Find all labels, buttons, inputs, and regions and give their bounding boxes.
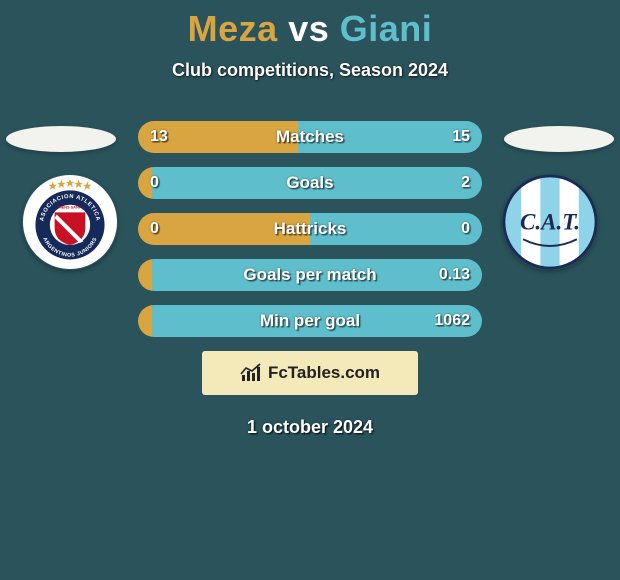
date-label: 1 october 2024 — [0, 417, 620, 438]
stat-row: 1315Matches — [138, 121, 482, 153]
page-title: Meza vs Giani — [0, 0, 620, 50]
chart-icon — [240, 363, 264, 383]
brand-box[interactable]: FcTables.com — [202, 351, 418, 395]
title-player-b: Giani — [340, 8, 433, 49]
brand-label: FcTables.com — [240, 363, 380, 383]
stat-bar-b — [310, 213, 482, 245]
stat-row: 1062Min per goal — [138, 305, 482, 337]
stat-bar-a — [138, 213, 310, 245]
stat-bar-a — [138, 121, 298, 153]
brand-text: FcTables.com — [268, 363, 380, 383]
stat-bar-b — [152, 167, 482, 199]
stat-bar-b — [298, 121, 482, 153]
svg-text:MENS SANA: MENS SANA — [59, 206, 82, 210]
title-player-a: Meza — [188, 8, 278, 49]
club-b-initials: C.A.T. — [520, 209, 580, 235]
stat-bar-b — [152, 259, 482, 291]
stat-bar-a — [138, 305, 152, 337]
stat-bar-a — [138, 167, 152, 199]
stat-bar-b — [152, 305, 482, 337]
club-b-logo: C.A.T. — [502, 174, 598, 270]
stat-row: 02Goals — [138, 167, 482, 199]
subtitle: Club competitions, Season 2024 — [0, 60, 620, 81]
stats-panel: 1315Matches 02Goals 00Hattricks 0.13Goals p… — [138, 121, 482, 337]
player-b-avatar-placeholder — [504, 126, 614, 152]
stat-row: 0.13Goals per match — [138, 259, 482, 291]
stat-row: 00Hattricks — [138, 213, 482, 245]
player-a-avatar-placeholder — [6, 126, 116, 152]
stat-bar-a — [138, 259, 152, 291]
club-a-logo: ASOCIACION ATLETICA ARGENTINOS JUNIORS M… — [22, 174, 118, 270]
title-vs: vs — [288, 8, 329, 49]
